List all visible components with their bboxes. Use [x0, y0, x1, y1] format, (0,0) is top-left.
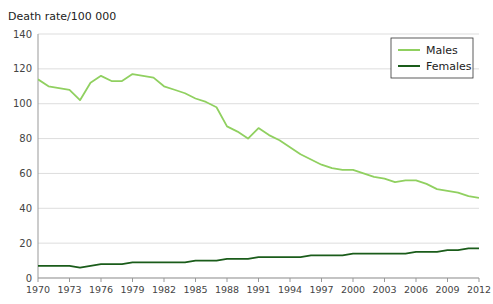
- x-tick-label: 1988: [215, 284, 239, 295]
- grid: [38, 34, 479, 278]
- x-tick: [258, 278, 259, 282]
- legend: Males Females: [391, 38, 473, 78]
- x-tick: [321, 278, 322, 282]
- grid-line: [38, 103, 479, 104]
- x-tick-label: 1985: [183, 284, 207, 295]
- x-tick: [101, 278, 102, 282]
- series-line: [38, 248, 479, 267]
- x-tick-label: 1997: [309, 284, 333, 295]
- x-tick-label: 1991: [246, 284, 270, 295]
- series-line: [38, 74, 479, 198]
- x-tick: [416, 278, 417, 282]
- x-tick-label: 2003: [372, 284, 396, 295]
- x-tick: [479, 278, 480, 282]
- y-tick-label: 0: [26, 273, 32, 284]
- x-tick-label: 2000: [341, 284, 365, 295]
- x-tick-label: 2012: [467, 284, 491, 295]
- x-tick-label: 1994: [278, 284, 302, 295]
- legend-label: Males: [426, 44, 458, 57]
- lines: [38, 74, 479, 267]
- chart-container: 0 20 40 60 80 100 120 140 1970 1973 1976 1979 1982 19…: [0, 0, 493, 304]
- x-tick: [164, 278, 165, 282]
- legend-swatch: [398, 49, 420, 51]
- x-tick: [132, 278, 133, 282]
- x-tick-label: 1979: [120, 284, 144, 295]
- y-tick-label: 20: [19, 238, 32, 249]
- y-axis: [38, 34, 39, 278]
- y-tick-label: 40: [19, 203, 32, 214]
- y-tick-label: 140: [13, 29, 32, 40]
- legend-label: Females: [426, 60, 472, 73]
- x-tick-label: 1970: [26, 284, 50, 295]
- x-tick-label: 1973: [57, 284, 81, 295]
- x-tick: [195, 278, 196, 282]
- x-tick-label: 2006: [404, 284, 428, 295]
- x-tick: [384, 278, 385, 282]
- grid-line: [38, 173, 479, 174]
- y-tick-label: 60: [19, 168, 32, 179]
- x-tick: [447, 278, 448, 282]
- legend-swatch: [398, 65, 420, 67]
- legend-frame: [391, 38, 473, 78]
- y-axis-label: Death rate/100 000: [8, 10, 116, 23]
- x-tick-label: 2009: [435, 284, 459, 295]
- y-tick-label: 120: [13, 63, 32, 74]
- x-tick-label: 1982: [152, 284, 176, 295]
- x-tick: [38, 278, 39, 282]
- grid-line: [38, 138, 479, 139]
- chart: 0 20 40 60 80 100 120 140 1970 1973 1976 1979 1982 19…: [0, 0, 493, 304]
- x-tick: [290, 278, 291, 282]
- y-tick-label: 80: [19, 133, 32, 144]
- x-tick: [69, 278, 70, 282]
- x-tick-label: 1976: [89, 284, 113, 295]
- y-tick-label: 100: [13, 98, 32, 109]
- grid-line: [38, 243, 479, 244]
- x-tick: [353, 278, 354, 282]
- grid-line: [38, 34, 479, 35]
- grid-line: [38, 208, 479, 209]
- x-tick: [227, 278, 228, 282]
